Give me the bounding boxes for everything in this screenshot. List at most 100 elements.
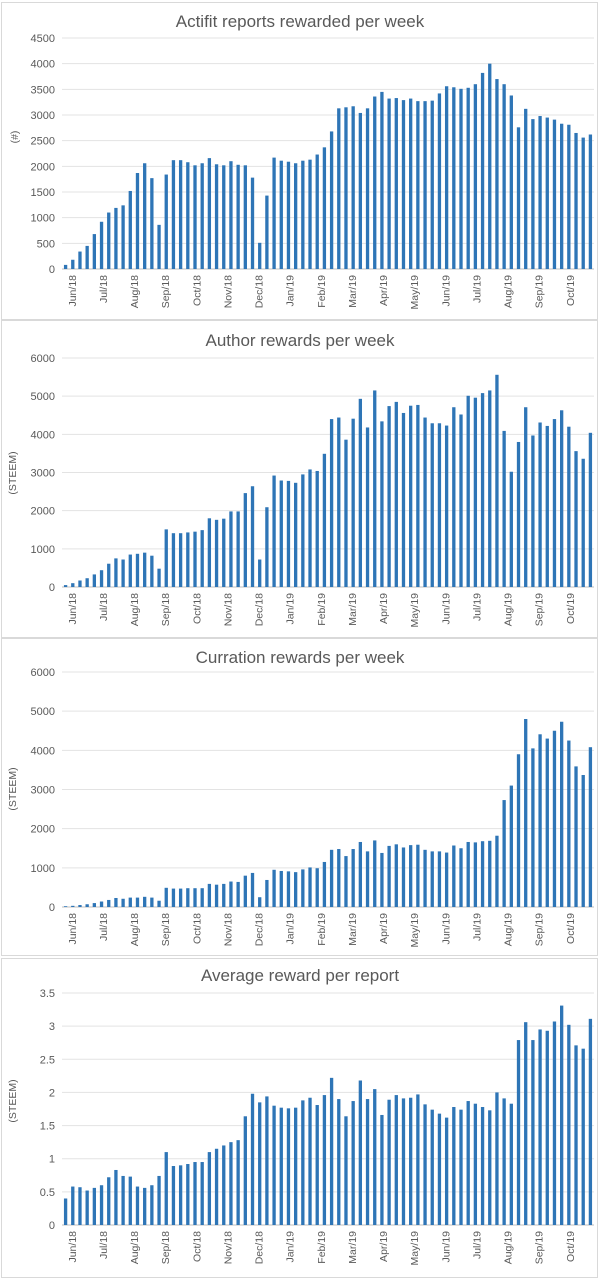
y-tick-label: 4500 <box>31 33 55 45</box>
bar <box>121 898 125 907</box>
bar <box>121 1175 125 1225</box>
x-tick-label: Nov/18 <box>222 1231 234 1264</box>
bar <box>135 553 140 587</box>
bar <box>301 474 305 587</box>
bar <box>322 861 327 907</box>
bar <box>121 559 125 587</box>
bar <box>545 738 549 907</box>
x-tick-label: Sep/18 <box>160 1231 172 1264</box>
bar <box>279 870 283 907</box>
x-tick-label: Feb/19 <box>316 913 328 946</box>
bar <box>315 868 319 907</box>
x-tick-label: Jun/19 <box>440 593 452 625</box>
bar <box>236 1140 240 1225</box>
bar <box>574 1045 578 1225</box>
bar <box>63 264 68 269</box>
y-tick-label: 0.5 <box>40 1187 55 1199</box>
y-tick-label: 1000 <box>31 863 55 875</box>
bar <box>193 888 197 907</box>
bar <box>308 1097 312 1225</box>
bar <box>236 511 240 587</box>
bar <box>588 134 593 269</box>
bar <box>509 785 513 907</box>
bar <box>207 1152 212 1225</box>
bar <box>265 195 269 269</box>
bar <box>452 87 456 269</box>
bar <box>394 1095 398 1225</box>
bar <box>380 421 384 587</box>
bar <box>186 162 190 269</box>
bar <box>71 583 75 587</box>
y-axis-title: (STEEM) <box>7 451 19 494</box>
bar <box>488 1110 492 1225</box>
bar <box>78 251 82 269</box>
x-tick-label: Sep/18 <box>160 275 172 308</box>
bar <box>387 1099 391 1225</box>
x-tick-label: Sep/19 <box>534 275 546 308</box>
bar <box>358 398 363 587</box>
bar <box>71 905 75 907</box>
bar <box>315 154 319 269</box>
bar <box>394 401 398 587</box>
y-tick-label: 1000 <box>31 544 55 556</box>
bar <box>107 899 111 907</box>
bar <box>107 1177 111 1225</box>
bar <box>322 453 327 587</box>
x-tick-label: Dec/18 <box>254 275 266 308</box>
bar <box>164 1152 168 1225</box>
bar <box>495 374 499 587</box>
bar <box>107 212 111 269</box>
bar <box>480 72 485 269</box>
bar <box>214 519 219 587</box>
bar <box>588 1018 593 1225</box>
bar <box>222 165 226 269</box>
bar <box>272 869 276 907</box>
bar <box>365 1099 370 1225</box>
x-tick-label: Apr/19 <box>378 275 390 306</box>
x-tick-label: Oct/18 <box>191 593 203 624</box>
bar <box>128 897 132 907</box>
bar <box>365 427 370 587</box>
bar <box>516 127 521 269</box>
bar <box>200 530 204 587</box>
bar <box>222 883 226 907</box>
bar <box>114 897 118 907</box>
bar <box>250 872 255 907</box>
x-tick-label: Apr/19 <box>378 913 390 944</box>
x-tick-label: May/19 <box>409 1231 421 1266</box>
bar <box>250 1093 255 1225</box>
x-tick-label: Sep/19 <box>534 593 546 626</box>
x-tick-label: Jun/18 <box>67 913 79 945</box>
bar <box>545 117 549 269</box>
bar <box>272 1105 276 1225</box>
bar <box>99 901 104 907</box>
x-tick-label: Mar/19 <box>347 1231 359 1264</box>
bar <box>380 1114 384 1225</box>
y-tick-label: 6000 <box>31 667 55 679</box>
bar <box>135 1186 140 1225</box>
bar <box>171 533 176 587</box>
chart-title: Author rewards per week <box>206 331 395 350</box>
bar <box>92 234 97 269</box>
bar <box>329 131 334 269</box>
bar <box>329 419 334 587</box>
bar <box>186 888 190 907</box>
bar <box>301 869 305 907</box>
bar <box>186 1164 190 1225</box>
bar <box>552 419 557 587</box>
bar <box>409 405 413 587</box>
bar <box>430 1109 434 1225</box>
bar <box>344 107 348 269</box>
bar <box>214 884 219 907</box>
bar <box>236 164 240 269</box>
bar <box>178 1165 183 1225</box>
bar <box>495 835 499 907</box>
bar <box>272 475 276 587</box>
bar <box>480 1107 485 1225</box>
bar <box>574 766 578 907</box>
bar <box>437 851 442 907</box>
bar <box>193 531 197 587</box>
bar <box>552 730 557 907</box>
x-tick-label: Jan/19 <box>285 275 297 307</box>
bar <box>430 423 434 587</box>
